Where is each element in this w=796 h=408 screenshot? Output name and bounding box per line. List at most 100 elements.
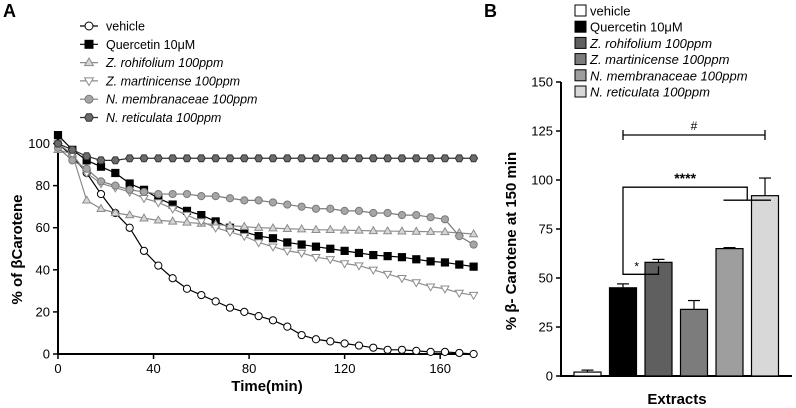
data-point-z-rohifolium-100ppm bbox=[440, 226, 450, 236]
data-point-z-rohifolium-100ppm bbox=[311, 224, 321, 234]
data-point-z-rohifolium-100ppm bbox=[225, 220, 235, 229]
data-point-vehicle bbox=[225, 303, 235, 312]
panel-b-y-tick-label: 25 bbox=[539, 320, 553, 335]
annotation-star: * bbox=[622, 259, 660, 275]
data-point-z-martinicense-100ppm bbox=[425, 283, 436, 292]
data-point-n-membranaceae-100ppm bbox=[383, 208, 392, 218]
legend-label-vehicle: vehicle bbox=[106, 20, 145, 34]
legend-swatch-z-rohifolium-100ppm bbox=[574, 36, 587, 49]
data-point-quercetin-10-m bbox=[283, 238, 292, 247]
data-point-vehicle bbox=[311, 335, 321, 344]
panel-a-y-tick-label: 40 bbox=[36, 262, 50, 277]
data-point-z-rohifolium-100ppm bbox=[468, 228, 479, 238]
data-point-n-membranaceae-100ppm bbox=[139, 187, 149, 197]
data-point-vehicle bbox=[326, 337, 335, 346]
panel-b-y-tick-label: 75 bbox=[539, 222, 553, 237]
data-point-z-martinicense-100ppm bbox=[253, 239, 264, 248]
legend-label-n-reticulata-100ppm: N. reticulata 100ppm bbox=[590, 85, 710, 100]
data-point-z-rohifolium-100ppm bbox=[354, 225, 364, 234]
data-point-vehicle bbox=[354, 341, 364, 350]
legend-label-z-martinicense-100ppm: Z. martinicense 100ppm bbox=[589, 52, 730, 67]
panel-b-y-tick-label: 100 bbox=[531, 173, 553, 188]
series-z-martinicense-100ppm bbox=[53, 140, 479, 301]
data-point-quercetin-10-m bbox=[297, 240, 306, 249]
legend-swatch-vehicle bbox=[574, 4, 587, 17]
data-point-vehicle bbox=[340, 339, 349, 348]
panel-a-y-axis-title: % of βCarotene bbox=[9, 194, 26, 304]
panel-a-y-tick-label: 100 bbox=[28, 136, 50, 151]
data-point-z-martinicense-100ppm bbox=[397, 275, 407, 284]
data-point-quercetin-10-m bbox=[397, 253, 407, 262]
data-point-n-reticulata-100ppm bbox=[397, 154, 407, 163]
panel-a-x-tick-label: 120 bbox=[334, 361, 356, 376]
data-point-n-reticulata-100ppm bbox=[325, 154, 335, 163]
data-point-z-rohifolium-100ppm bbox=[139, 213, 149, 222]
data-point-n-reticulata-100ppm bbox=[225, 154, 235, 163]
legend-marker-vehicle bbox=[84, 21, 94, 31]
data-point-n-membranaceae-100ppm bbox=[125, 185, 134, 194]
annotation-four-star-bracket bbox=[622, 186, 748, 275]
data-point-n-membranaceae-100ppm bbox=[96, 177, 106, 186]
data-point-n-reticulata-100ppm bbox=[454, 154, 464, 163]
data-point-z-rohifolium-100ppm bbox=[425, 226, 436, 235]
data-point-z-martinicense-100ppm bbox=[210, 224, 221, 233]
series-line-vehicle bbox=[57, 143, 474, 355]
data-point-z-rohifolium-100ppm bbox=[110, 207, 121, 217]
annotation-hash-label: # bbox=[691, 119, 698, 133]
legend-label-n-membranaceae-100ppm: N. membranaceae 100ppm bbox=[106, 93, 257, 107]
data-point-vehicle bbox=[283, 322, 292, 331]
data-point-z-rohifolium-100ppm bbox=[411, 226, 422, 235]
data-point-z-rohifolium-100ppm bbox=[253, 222, 264, 231]
data-point-n-membranaceae-100ppm bbox=[283, 200, 292, 209]
data-point-vehicle bbox=[397, 345, 407, 354]
data-point-z-rohifolium-100ppm bbox=[268, 222, 278, 232]
annotation-four-star-label: **** bbox=[674, 170, 696, 186]
data-point-n-membranaceae-100ppm bbox=[340, 206, 349, 215]
legend-label-vehicle: vehicle bbox=[590, 4, 630, 19]
series-n-membranaceae-100ppm bbox=[53, 143, 478, 249]
data-point-quercetin-10-m bbox=[340, 246, 349, 255]
legend-marker-quercetin-10-m bbox=[84, 39, 94, 49]
bar-quercetin-10-m bbox=[608, 287, 638, 377]
panel-a-x-axis-title: Time(min) bbox=[231, 378, 302, 395]
data-point-z-martinicense-100ppm bbox=[368, 266, 379, 275]
annotation-star-bracket bbox=[622, 266, 660, 275]
data-point-z-martinicense-100ppm bbox=[440, 285, 450, 294]
data-point-n-reticulata-100ppm bbox=[354, 154, 364, 163]
data-point-quercetin-10-m bbox=[254, 232, 263, 241]
data-point-n-reticulata-100ppm bbox=[469, 154, 479, 163]
data-point-n-membranaceae-100ppm bbox=[197, 192, 206, 201]
data-point-vehicle bbox=[469, 349, 478, 359]
data-point-quercetin-10-m bbox=[268, 234, 278, 243]
series-line-n-reticulata-100ppm bbox=[57, 142, 474, 161]
annotation-star-label: * bbox=[634, 259, 639, 273]
data-point-vehicle bbox=[139, 246, 149, 255]
data-point-n-reticulata-100ppm bbox=[110, 156, 120, 165]
legend-swatch-z-martinicense-100ppm bbox=[574, 53, 587, 66]
data-point-n-reticulata-100ppm bbox=[340, 154, 350, 163]
data-point-z-martinicense-100ppm bbox=[196, 218, 207, 227]
data-point-n-reticulata-100ppm bbox=[311, 154, 321, 163]
data-point-n-membranaceae-100ppm bbox=[225, 194, 235, 203]
panel-a-legend: vehicle Quercetin 10μM Z. rohifolium 100pp… bbox=[80, 20, 257, 125]
legend-label-n-membranaceae-100ppm: N. membranaceae 100ppm bbox=[590, 68, 748, 83]
data-point-vehicle bbox=[96, 189, 106, 199]
data-point-z-rohifolium-100ppm bbox=[239, 221, 250, 230]
data-point-quercetin-10-m bbox=[197, 210, 206, 220]
bar-vehicle bbox=[573, 371, 602, 377]
data-point-n-membranaceae-100ppm bbox=[240, 196, 249, 205]
data-point-z-rohifolium-100ppm bbox=[124, 209, 135, 219]
data-point-n-reticulata-100ppm bbox=[153, 154, 163, 163]
panel-a-y-tick-label: 80 bbox=[36, 178, 50, 193]
data-point-z-martinicense-100ppm bbox=[239, 232, 250, 242]
data-point-vehicle bbox=[254, 312, 263, 321]
data-point-vehicle bbox=[297, 330, 306, 340]
data-point-quercetin-10-m bbox=[111, 168, 120, 178]
data-point-z-martinicense-100ppm bbox=[325, 256, 336, 265]
data-point-vehicle bbox=[182, 284, 192, 293]
data-point-z-martinicense-100ppm bbox=[167, 205, 178, 214]
data-point-vehicle bbox=[369, 343, 378, 352]
data-point-z-martinicense-100ppm bbox=[354, 262, 364, 271]
series-line-z-martinicense-100ppm bbox=[57, 143, 474, 296]
